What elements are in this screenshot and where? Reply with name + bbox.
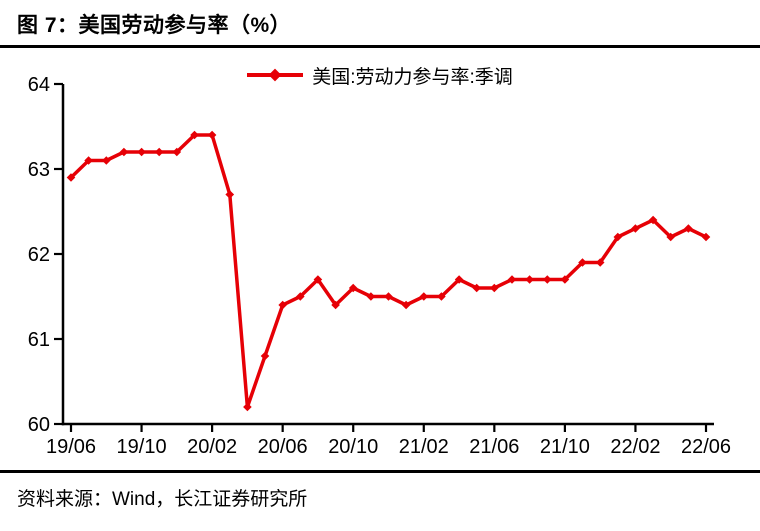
x-axis-tick-label: 20/10 xyxy=(328,436,378,458)
y-axis-tick-label: 62 xyxy=(28,244,50,266)
footer-divider-line xyxy=(0,470,760,473)
legend-label: 美国:劳动力参与率:季调 xyxy=(312,66,513,88)
data-point-markers xyxy=(66,130,711,412)
x-axis-tick-label: 19/10 xyxy=(117,436,167,458)
chart-legend: 美国:劳动力参与率:季调 xyxy=(0,64,760,88)
x-axis-tick-label: 21/10 xyxy=(540,436,590,458)
title-divider-line xyxy=(0,45,760,48)
x-axis-tick-label: 21/06 xyxy=(469,436,519,458)
x-axis-tick-label: 22/06 xyxy=(681,436,731,458)
x-axis-tick-label: 20/06 xyxy=(258,436,308,458)
figure-title: 图 7：美国劳动参与率（%） xyxy=(17,14,292,37)
source-note: 资料来源：Wind，长江证券研究所 xyxy=(17,489,308,510)
x-axis-tick-label: 19/06 xyxy=(46,436,96,458)
x-axis-tick-label: 20/02 xyxy=(187,436,237,458)
y-axis-tick-label: 60 xyxy=(28,414,50,436)
x-axis-tick-label: 22/02 xyxy=(610,436,660,458)
legend-line-swatch xyxy=(247,68,304,82)
y-axis-tick-label: 64 xyxy=(28,74,50,96)
y-axis-tick-label: 61 xyxy=(28,329,50,351)
x-axis-tick-label: 21/02 xyxy=(399,436,449,458)
y-axis-tick-label: 63 xyxy=(28,159,50,181)
data-series-line xyxy=(69,133,708,409)
